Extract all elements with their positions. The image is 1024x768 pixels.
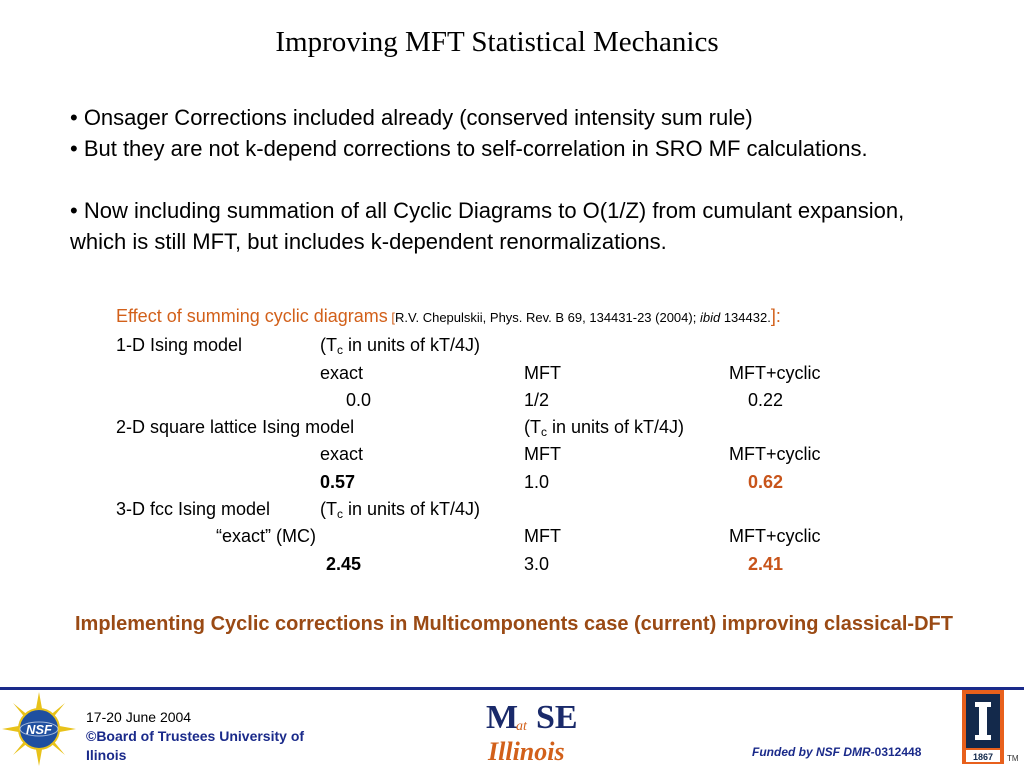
footer-divider bbox=[0, 687, 1024, 690]
bullet-onsager: • Onsager Corrections included already (… bbox=[70, 105, 753, 130]
ref-text: R.V. Chepulskii, Phys. Rev. B 69, 134431… bbox=[395, 310, 700, 325]
model-3d-unit: (Tc in units of kT/4J) bbox=[320, 499, 481, 521]
effect-heading-line: Effect of summing cyclic diagrams [R.V. … bbox=[116, 306, 781, 327]
model-2d-name: 2-D square lattice Ising model bbox=[116, 417, 355, 437]
ref-open-bracket: [ bbox=[387, 310, 395, 325]
model-1d-val-cyclic: 0.22 bbox=[748, 390, 784, 410]
model-3d-val-exact: 2.45 bbox=[326, 554, 362, 574]
slide-title: Improving MFT Statistical Mechanics bbox=[275, 26, 719, 58]
mse-illinois-logo: M at SE Illinois bbox=[486, 699, 578, 766]
model-1d-col-exact: exact bbox=[320, 363, 364, 383]
svg-text:Illinois: Illinois bbox=[487, 737, 565, 766]
model-1d-col-cyclic: MFT+cyclic bbox=[729, 363, 821, 383]
model-3d-val-cyclic: 2.41 bbox=[748, 554, 784, 574]
model-1d-val-mft: 1/2 bbox=[524, 390, 550, 410]
model-2d-col-mft: MFT bbox=[524, 444, 561, 464]
nsf-logo: NSF bbox=[2, 692, 76, 766]
trademark: TM bbox=[1007, 754, 1019, 763]
model-3d-val-mft: 3.0 bbox=[524, 554, 550, 574]
svg-text:1867: 1867 bbox=[973, 752, 993, 762]
model-2d-unit: (Tc in units of kT/4J) bbox=[524, 417, 685, 439]
ref-ibid: ibid bbox=[699, 310, 721, 325]
model-1d-name: 1-D Ising model bbox=[116, 335, 243, 355]
reference-citation: [R.V. Chepulskii, Phys. Rev. B 69, 13443… bbox=[387, 310, 771, 325]
svg-text:at: at bbox=[516, 719, 528, 734]
model-2d-val-cyclic: 0.62 bbox=[748, 472, 784, 492]
funded-by: Funded by NSF DMR-0312448 bbox=[752, 745, 921, 759]
bullet-not-k-depend: • But they are not k-depend corrections … bbox=[70, 136, 868, 161]
model-2d-val-mft: 1.0 bbox=[524, 472, 550, 492]
funded-label: Funded by NSF DMR- bbox=[752, 745, 875, 759]
effect-heading: Effect of summing cyclic diagrams bbox=[116, 306, 388, 326]
footer-copyright: ©Board of Trustees University of Ilinois bbox=[86, 728, 305, 763]
ref-close-bracket: ]: bbox=[770, 306, 781, 326]
svg-text:SE: SE bbox=[536, 699, 578, 736]
svg-text:NSF: NSF bbox=[26, 722, 53, 737]
model-3d-col-exact: “exact” (MC) bbox=[216, 526, 316, 546]
model-1d-unit: (Tc in units of kT/4J) bbox=[320, 335, 481, 357]
footer-info: 17-20 June 2004 ©Board of Trustees Unive… bbox=[86, 708, 336, 765]
model-2d-col-exact: exact bbox=[320, 444, 364, 464]
model-1d-val-exact: 0.0 bbox=[346, 390, 372, 410]
model-3d-col-mft: MFT bbox=[524, 526, 561, 546]
model-3d-col-cyclic: MFT+cyclic bbox=[729, 526, 821, 546]
funded-grant-number: 0312448 bbox=[874, 745, 922, 759]
implementing-note: Implementing Cyclic corrections in Multi… bbox=[75, 613, 953, 635]
university-of-illinois-logo: 1867 bbox=[962, 690, 1004, 764]
model-2d-val-exact: 0.57 bbox=[320, 472, 356, 492]
footer-date: 17-20 June 2004 bbox=[86, 709, 192, 725]
bullet-list: • Onsager Corrections included already (… bbox=[70, 102, 950, 257]
model-1d-col-mft: MFT bbox=[524, 363, 561, 383]
model-2d-col-cyclic: MFT+cyclic bbox=[729, 444, 821, 464]
ref-text2: 134432. bbox=[720, 310, 771, 325]
model-3d-name: 3-D fcc Ising model bbox=[116, 499, 271, 519]
bullet-cyclic-diagrams: • Now including summation of all Cyclic … bbox=[70, 198, 905, 254]
svg-text:M: M bbox=[486, 699, 518, 736]
